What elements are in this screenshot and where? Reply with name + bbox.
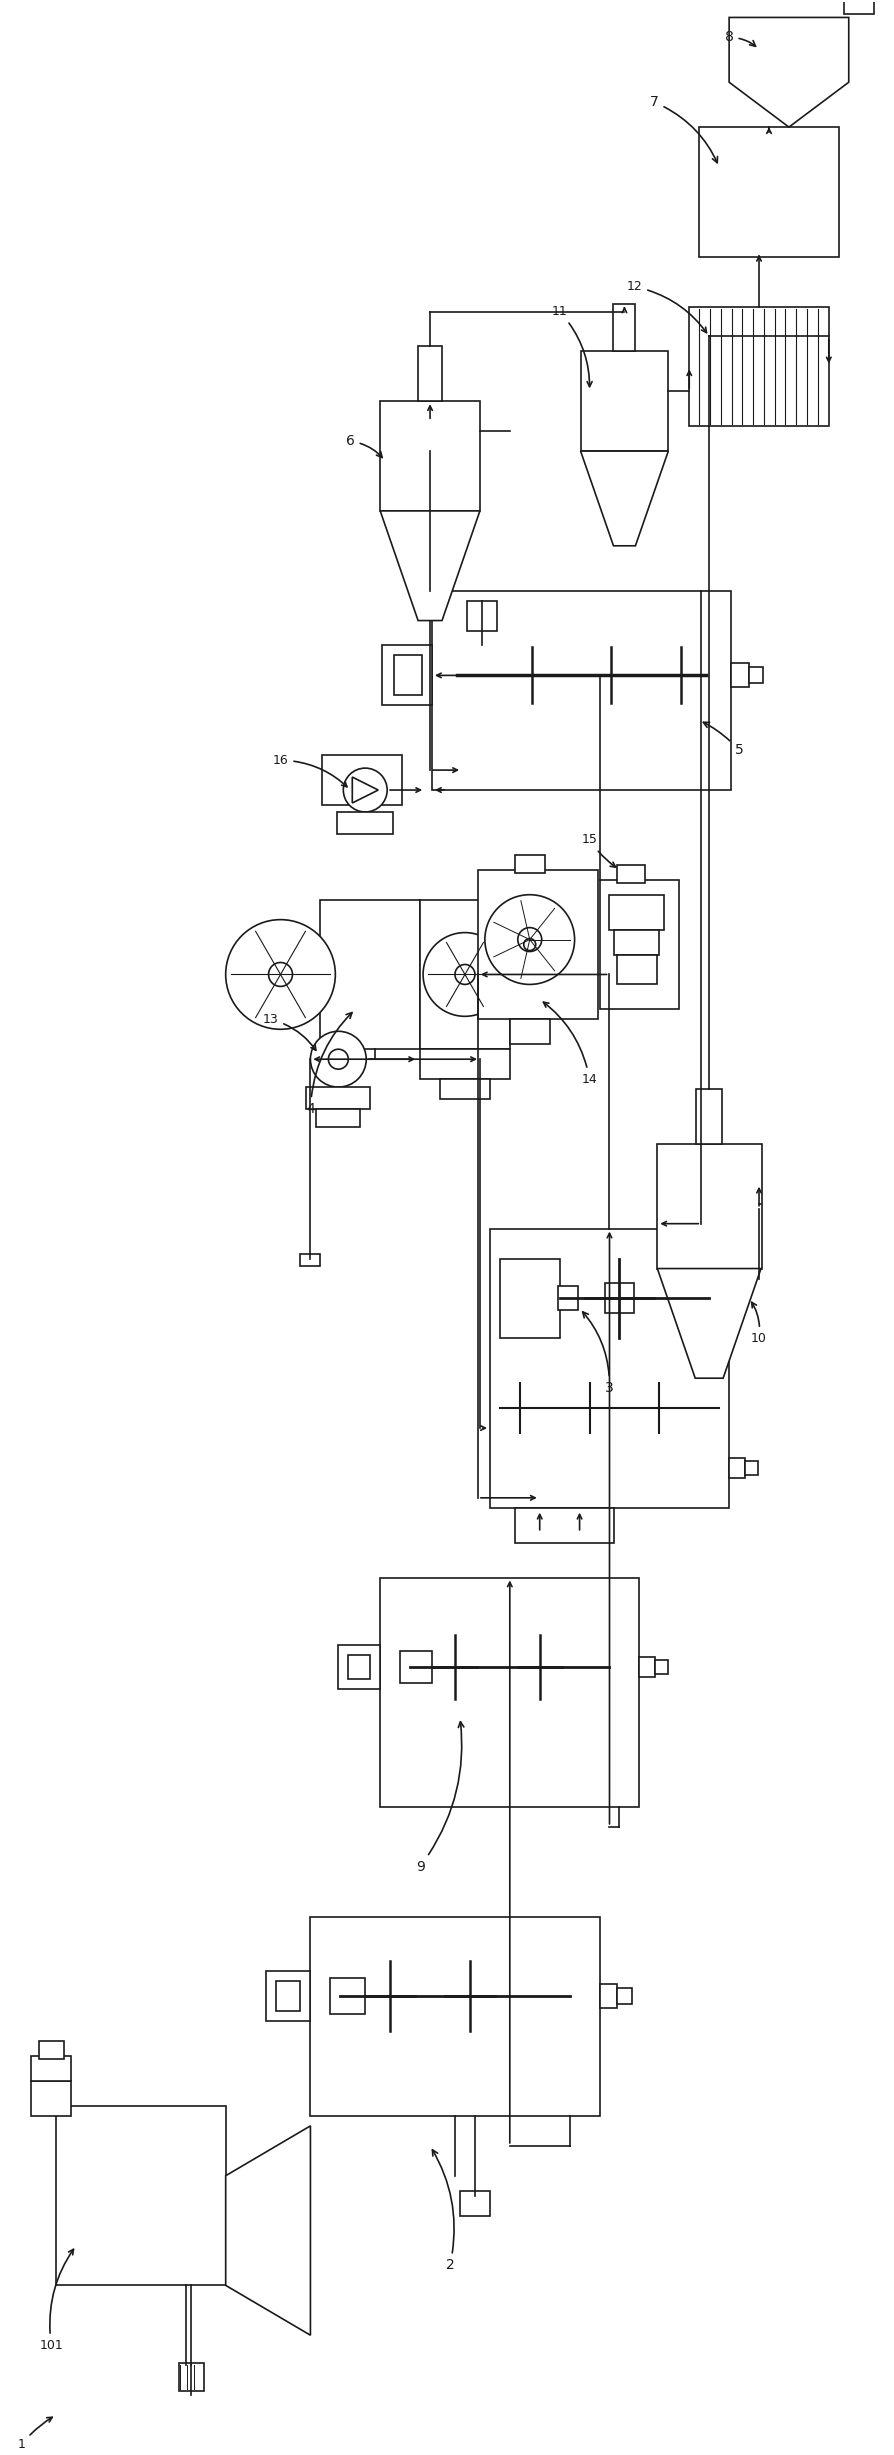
Bar <box>349 1655 370 1679</box>
Text: 3: 3 <box>583 1311 614 1394</box>
Bar <box>600 879 679 1009</box>
Text: 15: 15 <box>582 832 616 867</box>
Bar <box>558 1286 578 1311</box>
Circle shape <box>485 894 575 984</box>
Bar <box>639 1657 655 1677</box>
Bar <box>510 1019 550 1043</box>
Bar <box>432 592 731 791</box>
Polygon shape <box>352 778 378 803</box>
Bar <box>731 663 749 687</box>
Text: 1: 1 <box>17 2418 52 2453</box>
Bar <box>323 756 402 805</box>
Bar <box>275 1981 300 2011</box>
Bar <box>699 128 839 258</box>
Circle shape <box>225 921 335 1029</box>
Bar <box>331 1979 366 2013</box>
Text: 9: 9 <box>416 1721 464 1873</box>
Bar <box>310 1917 600 2116</box>
Text: 2: 2 <box>433 2151 454 2273</box>
Bar <box>500 1259 560 1338</box>
Text: 6: 6 <box>346 435 383 457</box>
Bar <box>478 869 597 1019</box>
Bar <box>383 646 432 705</box>
Text: 10: 10 <box>751 1301 767 1345</box>
Bar <box>380 1579 639 1807</box>
Bar <box>745 1257 758 1272</box>
Text: 4: 4 <box>306 1011 352 1117</box>
Bar <box>440 1080 490 1100</box>
Polygon shape <box>225 2126 310 2335</box>
Circle shape <box>455 965 475 984</box>
Circle shape <box>423 933 507 1016</box>
Bar <box>749 668 763 682</box>
Bar <box>610 894 664 930</box>
Bar <box>490 1228 730 1507</box>
Bar <box>380 400 480 511</box>
Text: 13: 13 <box>263 1014 316 1051</box>
Bar <box>460 2190 490 2214</box>
Bar <box>510 930 565 1009</box>
Bar <box>467 601 497 631</box>
Bar <box>420 1048 510 1080</box>
Bar <box>730 1458 745 1478</box>
Bar <box>730 1255 745 1274</box>
Bar <box>179 2364 204 2391</box>
Bar <box>600 1984 618 2008</box>
Bar <box>31 2082 72 2116</box>
Bar <box>604 1284 635 1313</box>
Bar <box>565 945 595 994</box>
Bar <box>394 655 422 695</box>
Text: 7: 7 <box>650 96 718 162</box>
Bar <box>39 2040 64 2060</box>
Bar <box>844 0 873 15</box>
Circle shape <box>268 962 292 987</box>
Bar <box>614 930 660 955</box>
Bar <box>401 1652 432 1684</box>
Bar <box>307 1088 370 1110</box>
Polygon shape <box>380 511 480 621</box>
Polygon shape <box>580 452 669 545</box>
Bar <box>618 955 657 984</box>
Polygon shape <box>657 1269 761 1377</box>
Bar <box>515 854 544 874</box>
Text: 8: 8 <box>725 29 755 47</box>
Bar <box>420 899 510 1048</box>
Bar <box>613 304 636 351</box>
Circle shape <box>328 1048 349 1070</box>
Text: 12: 12 <box>627 280 706 334</box>
Text: 11: 11 <box>552 304 592 385</box>
Circle shape <box>310 1031 367 1088</box>
Bar <box>300 1255 320 1264</box>
Bar <box>56 2106 225 2286</box>
Circle shape <box>343 768 387 813</box>
Circle shape <box>524 938 536 950</box>
Bar <box>418 346 442 400</box>
Polygon shape <box>31 2057 72 2082</box>
Polygon shape <box>730 17 848 128</box>
Bar <box>510 911 535 930</box>
Text: 5: 5 <box>704 722 744 756</box>
Bar <box>618 1989 632 2003</box>
Bar <box>618 864 645 884</box>
Bar <box>657 1144 762 1269</box>
Bar <box>316 1110 360 1127</box>
Bar <box>338 1645 380 1689</box>
Bar <box>655 1660 669 1674</box>
Bar <box>320 899 420 1048</box>
Bar <box>745 1461 758 1475</box>
Bar <box>689 307 829 427</box>
Text: 101: 101 <box>39 2249 73 2352</box>
Bar <box>515 1507 614 1542</box>
Bar <box>580 351 669 452</box>
Bar <box>337 813 393 835</box>
Text: 16: 16 <box>273 754 347 786</box>
Text: 14: 14 <box>544 1002 597 1085</box>
Circle shape <box>518 928 542 953</box>
Bar <box>696 1090 722 1144</box>
Bar <box>266 1971 310 2020</box>
